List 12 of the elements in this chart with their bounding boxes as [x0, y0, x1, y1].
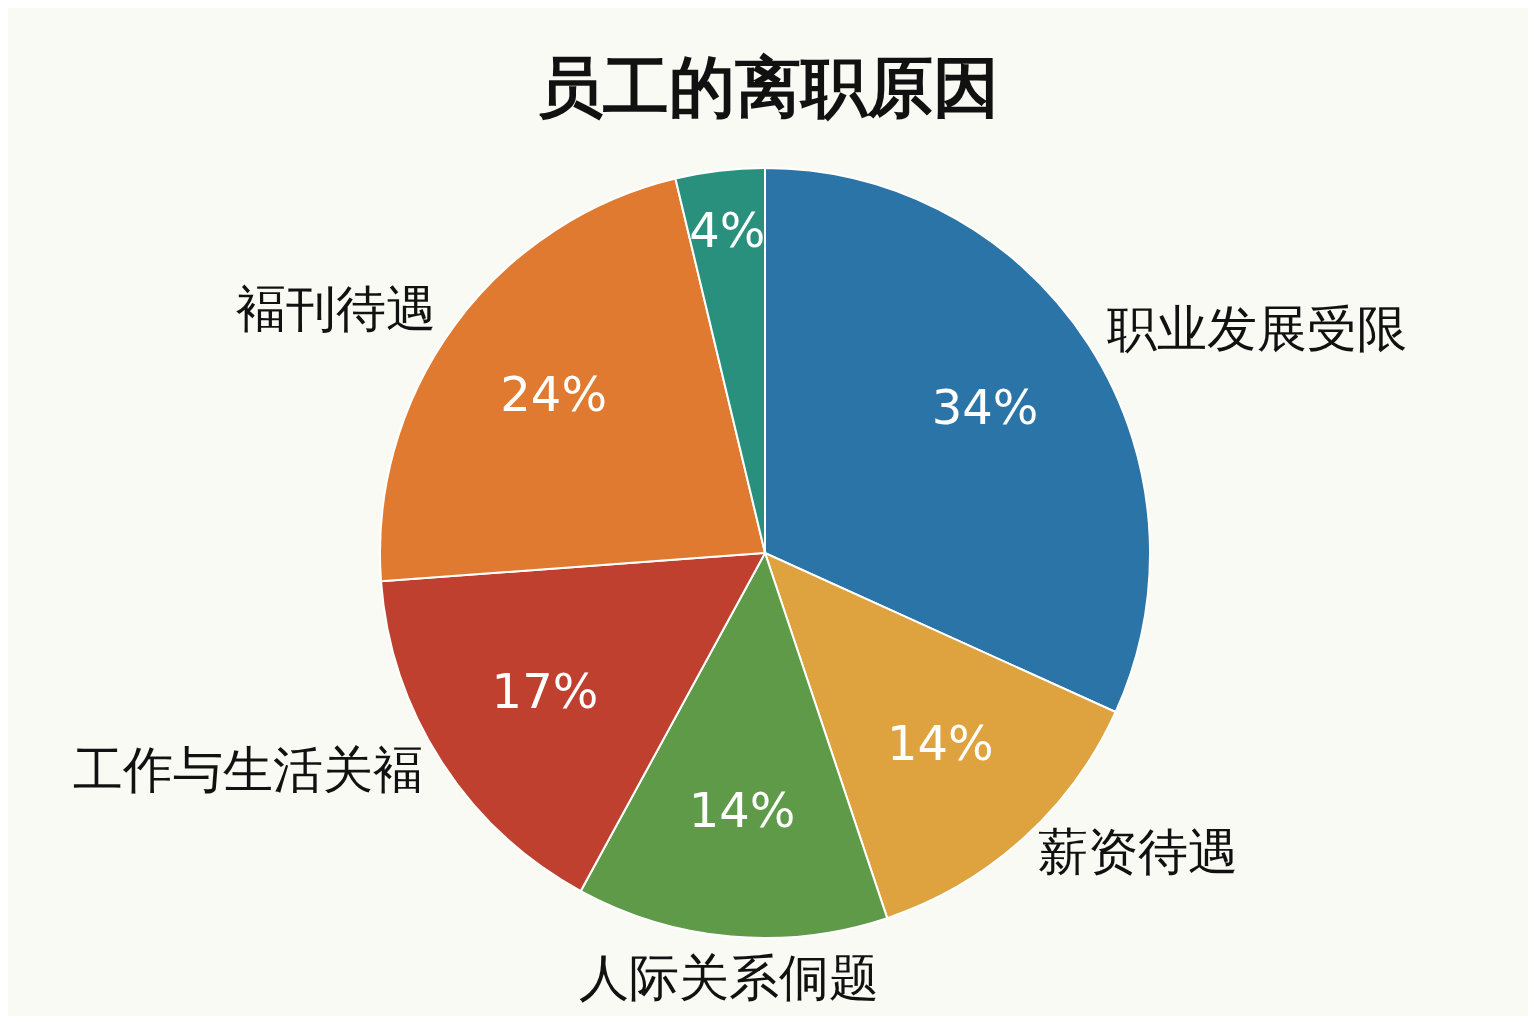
- data-label: 34%: [931, 379, 1039, 436]
- data-label: 14%: [887, 715, 994, 772]
- data-label: 24%: [500, 366, 607, 423]
- slice-label: 职业发展受限: [1107, 300, 1408, 358]
- data-label: 14%: [688, 781, 796, 838]
- slice-label: 褔刊待遇: [236, 280, 437, 339]
- data-label: 4%: [689, 202, 766, 259]
- slice-label: 工作与生活关褔: [72, 741, 423, 799]
- data-label: 17%: [491, 662, 599, 719]
- chart-title: 员工的离职原因: [536, 48, 1000, 128]
- slice-label: 人际关系侗题: [579, 949, 880, 1008]
- slice-label: 薪资待遇: [1037, 822, 1238, 881]
